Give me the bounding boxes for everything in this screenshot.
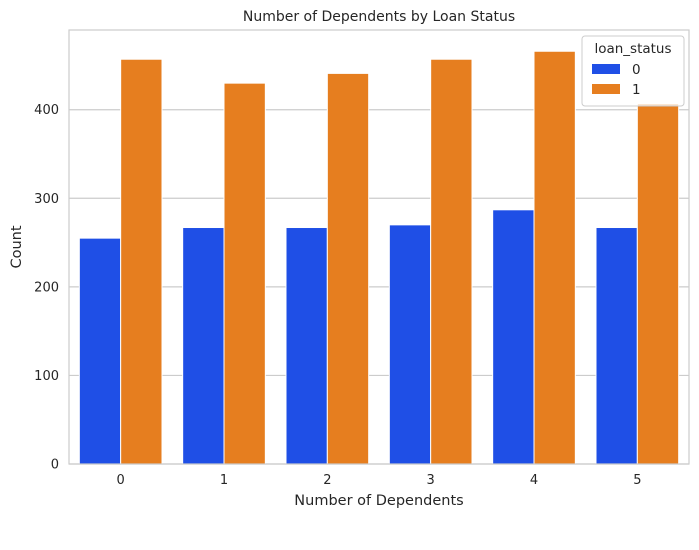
bar-5-series-0 xyxy=(595,227,638,465)
legend-items: 01 xyxy=(592,62,641,98)
legend-label: 0 xyxy=(632,62,641,78)
y-axis-title: Count xyxy=(9,225,25,268)
x-tick-label: 2 xyxy=(323,473,331,488)
y-tick-labels: 0 100 200 300 400 xyxy=(34,103,59,472)
y-tick-label: 200 xyxy=(34,280,59,295)
x-tick-labels: 0 1 2 3 4 5 xyxy=(117,473,642,488)
legend-swatch xyxy=(592,84,620,94)
plot-frame xyxy=(68,29,690,465)
bar-1-series-1 xyxy=(223,82,266,465)
bars xyxy=(78,50,680,465)
y-tick-label: 100 xyxy=(34,369,59,384)
x-tick-label: 5 xyxy=(633,473,641,488)
bar-3-series-0 xyxy=(388,224,432,465)
bar-3-series-1 xyxy=(430,58,473,465)
legend-title: loan_status xyxy=(594,41,671,57)
legend-label: 1 xyxy=(632,82,641,98)
x-axis-title: Number of Dependents xyxy=(294,493,463,509)
x-tick-label: 0 xyxy=(117,473,125,488)
x-tick-label: 3 xyxy=(427,473,435,488)
x-tick-label: 4 xyxy=(530,473,538,488)
y-tick-label: 0 xyxy=(51,458,59,473)
bar-4-series-0 xyxy=(492,209,535,465)
bar-5-series-1 xyxy=(636,103,680,465)
legend-swatch xyxy=(592,64,620,74)
bar-1-series-0 xyxy=(182,227,225,465)
bar-0-series-0 xyxy=(78,237,122,465)
bar-2-series-1 xyxy=(326,72,370,465)
bar-0-series-1 xyxy=(120,58,163,465)
x-tick-label: 1 xyxy=(220,473,228,488)
y-tick-label: 400 xyxy=(34,103,59,118)
chart-title: Number of Dependents by Loan Status xyxy=(243,9,515,25)
bar-2-series-0 xyxy=(285,227,328,465)
y-tick-label: 300 xyxy=(34,192,59,207)
bar-4-series-1 xyxy=(533,50,576,465)
legend: loan_status 01 xyxy=(581,35,685,107)
